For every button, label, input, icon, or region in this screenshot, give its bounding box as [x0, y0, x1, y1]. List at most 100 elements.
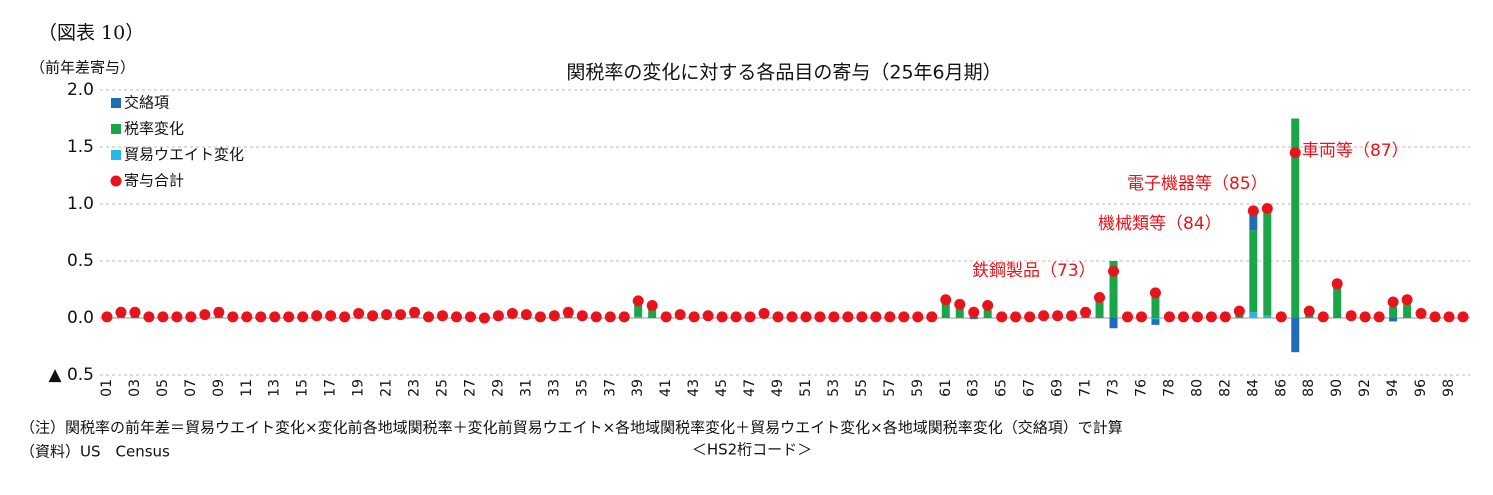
total-dot: [241, 311, 253, 323]
total-dot: [269, 311, 281, 323]
total-dot: [982, 299, 994, 311]
total-dot: [1261, 203, 1273, 215]
total-dot: [618, 311, 630, 323]
total-dot: [884, 311, 896, 323]
bar-segment: [1249, 312, 1258, 318]
total-dot: [353, 307, 365, 319]
total-dot: [1429, 311, 1441, 323]
total-dot: [283, 311, 295, 323]
x-tick-label: 25: [435, 379, 451, 397]
x-tick-label: 21: [379, 379, 395, 397]
x-tick-label: 31: [518, 379, 534, 397]
annotation: 電子機器等（85）: [1127, 174, 1268, 194]
total-dot: [632, 295, 644, 307]
total-dot: [870, 311, 882, 323]
x-tick-label: 53: [826, 379, 842, 397]
total-dot: [1052, 310, 1064, 322]
x-tick-label: 78: [1161, 379, 1177, 397]
legend-marker: [111, 124, 121, 134]
total-dot: [1163, 311, 1175, 323]
x-tick-label: 86: [1273, 379, 1289, 397]
x-tick-label: 82: [1217, 379, 1233, 397]
total-dot: [996, 311, 1008, 323]
bar-segment: [941, 303, 950, 318]
bar-segment: [1263, 315, 1272, 318]
bar-segment: [1151, 318, 1160, 320]
total-dot: [297, 311, 309, 323]
annotation: 車両等（87）: [1302, 141, 1409, 161]
total-dot: [828, 311, 840, 323]
total-dot: [968, 306, 980, 318]
total-dot: [1108, 265, 1120, 277]
total-dot: [492, 310, 504, 322]
bar-segment: [1291, 118, 1300, 318]
x-tick-label: 55: [854, 379, 870, 397]
x-tick-label: 76: [1133, 379, 1149, 397]
bar-segment: [1151, 295, 1160, 318]
total-dot: [1191, 311, 1203, 323]
total-dot: [450, 311, 462, 323]
y-axis-label: （前年差寄与）: [30, 59, 135, 77]
total-dot: [800, 311, 812, 323]
x-tick-label: 61: [938, 379, 954, 397]
total-dot: [171, 311, 183, 323]
total-dot: [367, 310, 379, 322]
x-tick-label: 65: [994, 379, 1010, 397]
total-dot: [660, 311, 672, 323]
total-dot: [898, 311, 910, 323]
total-dot: [1010, 311, 1022, 323]
total-dot: [115, 306, 127, 318]
total-dot: [506, 307, 518, 319]
x-tick-label: 90: [1329, 379, 1345, 397]
total-dot: [129, 306, 141, 318]
x-tick-label: 09: [211, 379, 227, 397]
x-tick-label: 11: [239, 379, 255, 397]
total-dot: [185, 311, 197, 323]
x-tick-label: 29: [490, 379, 506, 397]
x-axis-label: ＜HS2桁コード＞: [692, 441, 812, 459]
x-tick-label: 84: [1245, 379, 1261, 397]
x-tick-label: 71: [1078, 379, 1094, 397]
x-tick-label: 41: [658, 379, 674, 397]
total-dot: [1359, 311, 1371, 323]
x-tick-label: 69: [1050, 379, 1066, 397]
total-dot: [1303, 305, 1315, 317]
y-tick-label: ▲ 0.5: [48, 365, 94, 385]
total-dot: [157, 311, 169, 323]
total-dot: [1149, 287, 1161, 299]
bar-segment: [1095, 300, 1104, 318]
source: （資料）US Census: [20, 443, 170, 461]
total-dot: [1317, 311, 1329, 323]
x-tick-label: 45: [714, 379, 730, 397]
x-tick-label: 80: [1189, 379, 1205, 397]
total-dot: [604, 311, 616, 323]
total-dot: [1415, 307, 1427, 319]
total-dot: [1247, 205, 1259, 217]
total-dot: [423, 311, 435, 323]
total-dot: [1289, 147, 1301, 159]
total-dot: [325, 310, 337, 322]
x-tick-label: 33: [546, 379, 562, 397]
total-dot: [1024, 311, 1036, 323]
total-dot: [381, 309, 393, 321]
annotation: 鉄鋼製品（73）: [972, 261, 1096, 281]
bar-segment: [1109, 261, 1118, 318]
total-dot: [409, 306, 421, 318]
x-tick-label: 73: [1106, 379, 1122, 397]
total-dot: [1275, 311, 1287, 323]
bar-segment: [1333, 287, 1342, 318]
total-dot: [856, 311, 868, 323]
total-dot: [199, 309, 211, 321]
total-dot: [758, 307, 770, 319]
total-dot: [143, 311, 155, 323]
x-tick-label: 27: [462, 379, 478, 397]
bar-segment: [1263, 213, 1272, 316]
y-tick-label: 1.0: [67, 194, 94, 214]
bar-segment: [1389, 318, 1398, 322]
x-tick-label: 88: [1301, 379, 1317, 397]
total-dot: [255, 311, 267, 323]
total-dot: [688, 311, 700, 323]
bar-segment: [634, 316, 643, 318]
legend-marker: [111, 98, 121, 108]
